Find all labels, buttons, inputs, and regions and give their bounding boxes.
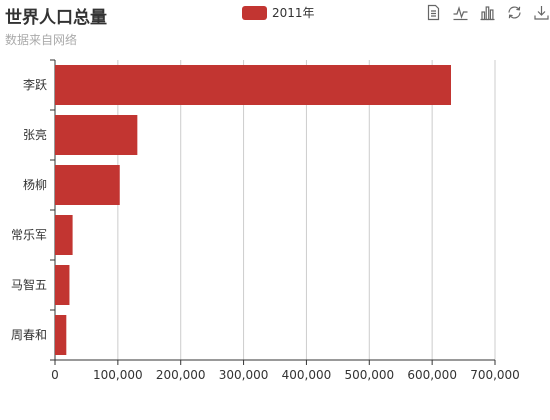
- legend-label: 2011年: [272, 6, 315, 20]
- bar[interactable]: [55, 315, 67, 355]
- save-image-icon[interactable]: [533, 4, 550, 21]
- line-chart-icon[interactable]: [452, 4, 469, 21]
- x-tick-label: 700,000: [470, 368, 520, 382]
- x-tick-label: 0: [51, 368, 59, 382]
- category-label: 周春和: [11, 328, 47, 342]
- bar[interactable]: [55, 65, 451, 105]
- category-label: 马智五: [11, 277, 47, 292]
- toolbox: [425, 4, 550, 21]
- chart-subtitle: 数据来自网络: [5, 33, 78, 47]
- category-label: 张亮: [23, 127, 47, 142]
- x-tick-label: 100,000: [93, 368, 143, 382]
- chart-title: 世界人口总量: [5, 8, 107, 28]
- x-tick-label: 500,000: [344, 368, 394, 382]
- bar[interactable]: [55, 115, 138, 155]
- x-tick-label: 200,000: [156, 368, 206, 382]
- bar[interactable]: [55, 215, 73, 255]
- data-view-icon[interactable]: [425, 4, 442, 21]
- bar[interactable]: [55, 265, 70, 305]
- bar[interactable]: [55, 165, 120, 205]
- restore-icon[interactable]: [506, 4, 523, 21]
- bar-chart-icon[interactable]: [479, 4, 496, 21]
- x-tick-label: 400,000: [282, 368, 332, 382]
- category-label: 杨柳: [23, 177, 47, 192]
- category-label: 李跃: [23, 77, 47, 92]
- legend-swatch: [242, 5, 267, 20]
- x-tick-label: 600,000: [407, 368, 457, 382]
- x-tick-label: 300,000: [219, 368, 269, 382]
- legend-item-2011[interactable]: 2011年: [242, 4, 315, 21]
- category-label: 常乐军: [11, 228, 47, 242]
